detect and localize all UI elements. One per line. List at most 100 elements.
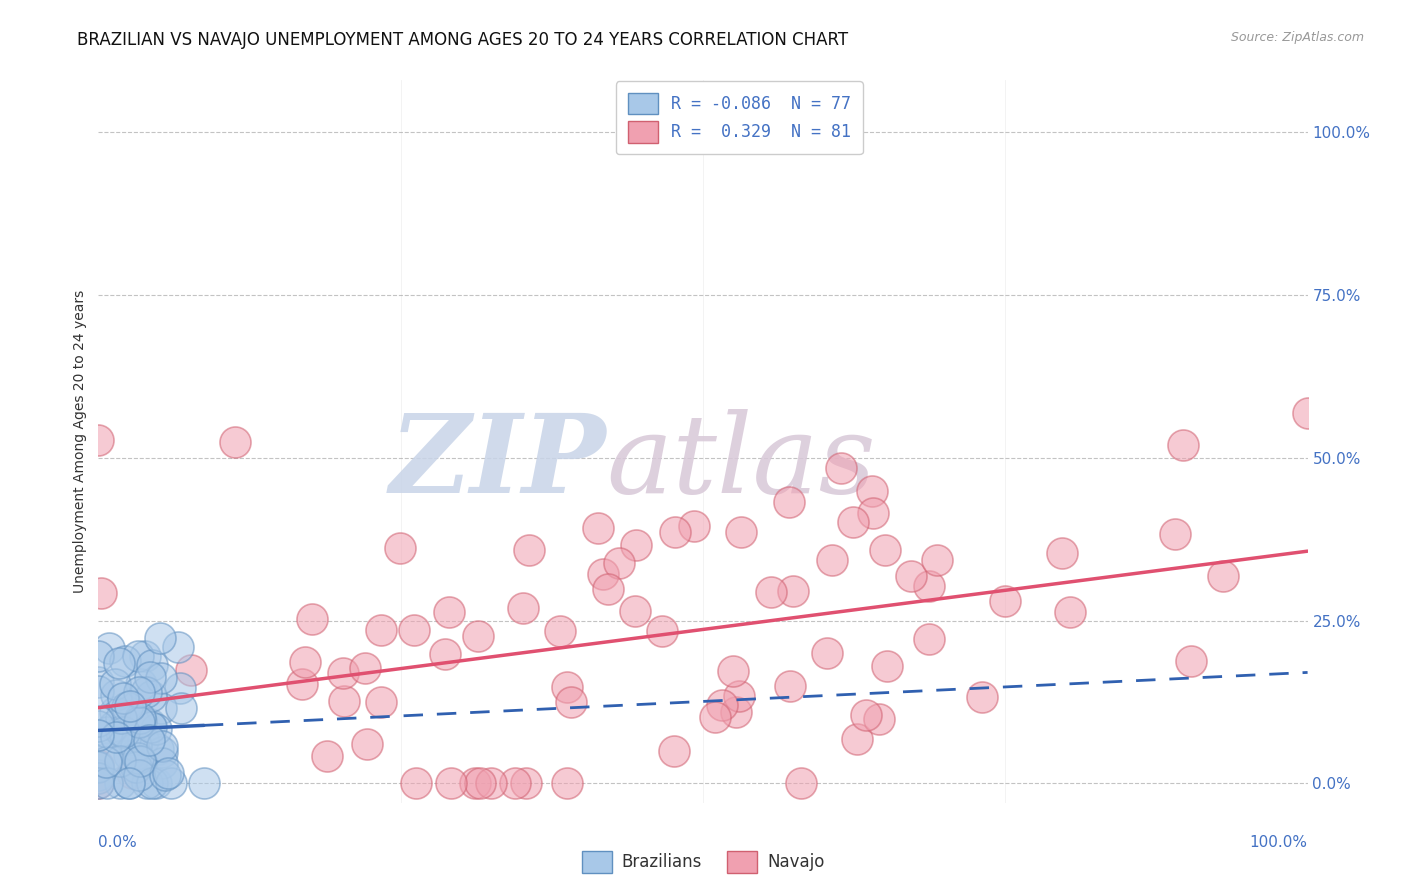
Point	[107, 656, 129, 670]
Point	[139, 689, 162, 703]
Point	[128, 754, 150, 768]
Point	[778, 494, 800, 508]
Point	[87, 776, 110, 790]
Text: 100.0%: 100.0%	[1250, 835, 1308, 850]
Point	[129, 711, 152, 725]
Point	[121, 766, 143, 780]
Legend: R = -0.086  N = 77, R =  0.329  N = 81: R = -0.086 N = 77, R = 0.329 N = 81	[616, 81, 863, 154]
Point	[433, 647, 456, 661]
Legend: Brazilians, Navajo: Brazilians, Navajo	[575, 845, 831, 880]
Point	[150, 739, 173, 753]
Point	[830, 460, 852, 475]
Point	[104, 706, 127, 720]
Point	[134, 648, 156, 663]
Point	[1171, 438, 1194, 452]
Point	[1296, 406, 1319, 420]
Point	[316, 749, 339, 764]
Text: Source: ZipAtlas.com: Source: ZipAtlas.com	[1230, 31, 1364, 45]
Point	[404, 624, 426, 638]
Point	[862, 506, 884, 520]
Point	[125, 760, 148, 774]
Point	[87, 760, 110, 774]
Point	[108, 776, 131, 790]
Point	[125, 747, 148, 761]
Point	[87, 433, 110, 447]
Point	[900, 569, 922, 583]
Point	[1180, 654, 1202, 668]
Point	[112, 724, 135, 739]
Point	[150, 756, 173, 771]
Point	[128, 714, 150, 729]
Text: 0.0%: 0.0%	[98, 835, 138, 850]
Point	[114, 654, 136, 668]
Point	[841, 515, 863, 529]
Point	[87, 768, 110, 782]
Point	[87, 728, 110, 742]
Point	[515, 776, 537, 790]
Point	[118, 776, 141, 790]
Point	[87, 684, 110, 698]
Point	[150, 671, 173, 685]
Point	[180, 663, 202, 677]
Point	[370, 623, 392, 637]
Point	[467, 629, 489, 643]
Point	[1059, 605, 1081, 619]
Point	[503, 776, 526, 790]
Point	[710, 698, 733, 713]
Point	[87, 719, 110, 733]
Point	[110, 711, 132, 725]
Point	[105, 730, 128, 744]
Point	[170, 701, 193, 715]
Point	[592, 567, 614, 582]
Point	[512, 600, 534, 615]
Point	[370, 694, 392, 708]
Point	[139, 716, 162, 731]
Point	[132, 732, 155, 747]
Point	[149, 631, 172, 645]
Point	[790, 776, 813, 790]
Point	[104, 677, 127, 691]
Point	[624, 538, 647, 552]
Point	[555, 776, 578, 790]
Point	[437, 605, 460, 619]
Point	[149, 700, 172, 714]
Point	[994, 594, 1017, 608]
Point	[103, 719, 125, 733]
Point	[110, 723, 132, 738]
Point	[96, 725, 118, 739]
Point	[141, 658, 163, 673]
Point	[479, 776, 502, 790]
Point	[135, 684, 157, 698]
Point	[1050, 546, 1073, 560]
Y-axis label: Unemployment Among Ages 20 to 24 years: Unemployment Among Ages 20 to 24 years	[73, 290, 87, 593]
Point	[918, 632, 941, 646]
Point	[108, 754, 131, 768]
Point	[728, 690, 751, 704]
Point	[120, 698, 142, 713]
Point	[145, 776, 167, 790]
Point	[114, 731, 136, 745]
Point	[301, 612, 323, 626]
Point	[730, 524, 752, 539]
Point	[333, 693, 356, 707]
Point	[782, 584, 804, 599]
Point	[129, 756, 152, 770]
Point	[129, 676, 152, 690]
Point	[153, 767, 176, 781]
Point	[224, 434, 246, 449]
Point	[548, 624, 571, 638]
Point	[779, 679, 801, 693]
Point	[876, 659, 898, 673]
Point	[118, 776, 141, 790]
Point	[129, 714, 152, 728]
Point	[470, 776, 492, 790]
Point	[135, 776, 157, 790]
Point	[138, 733, 160, 747]
Point	[846, 732, 869, 747]
Point	[332, 666, 354, 681]
Point	[1212, 569, 1234, 583]
Point	[860, 483, 883, 498]
Point	[588, 521, 610, 535]
Point	[87, 728, 110, 742]
Point	[405, 776, 427, 790]
